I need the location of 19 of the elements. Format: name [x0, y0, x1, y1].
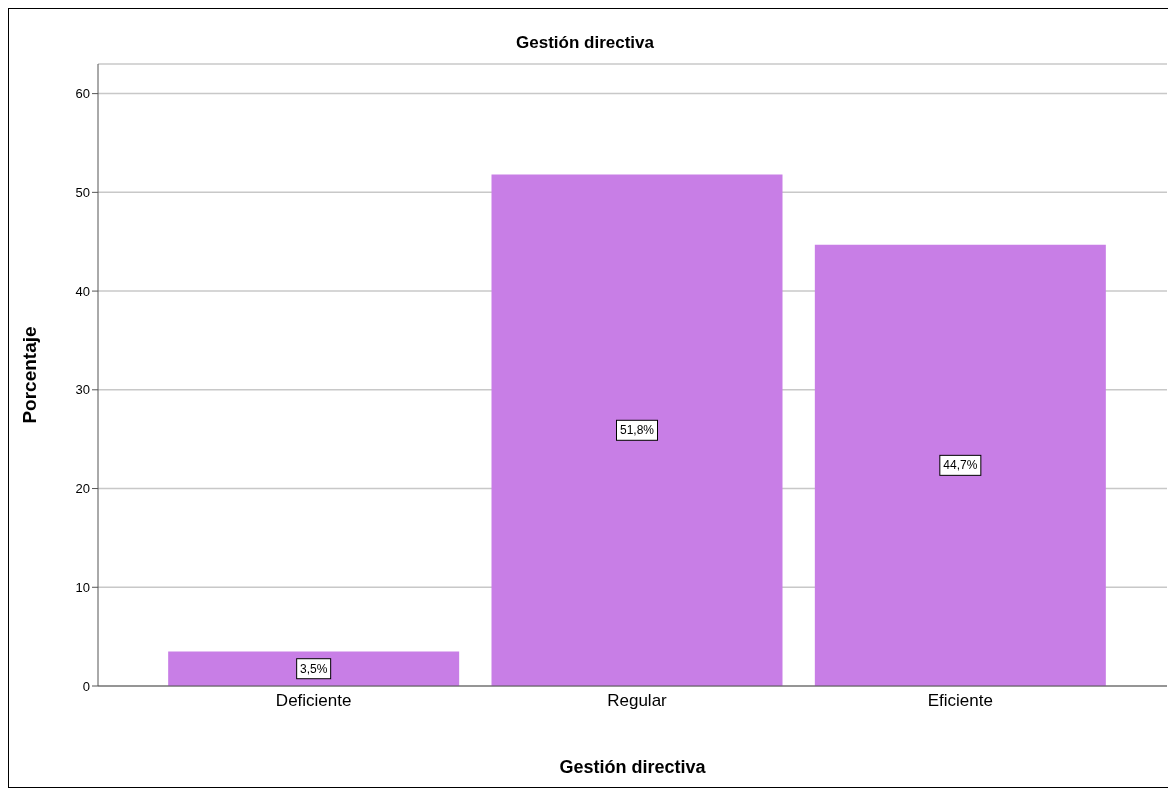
bar — [168, 651, 460, 686]
data-label: 51,8% — [619, 423, 655, 438]
y-tick-label: 30 — [75, 382, 90, 398]
chart-title: Gestión directiva — [515, 33, 655, 53]
y-tick-label: 10 — [75, 579, 90, 595]
x-axis-title: Gestión directiva — [559, 757, 707, 777]
x-tick-label: Eficiente — [927, 691, 993, 711]
y-tick-label: 20 — [75, 481, 90, 497]
x-tick-label: Regular — [607, 691, 668, 711]
y-tick-label: 0 — [82, 678, 90, 694]
y-tick-label: 50 — [75, 184, 90, 200]
y-axis-title: Porcentaje — [18, 326, 40, 424]
bar — [814, 244, 1106, 686]
bar — [491, 174, 783, 686]
x-tick-label: Deficiente — [275, 691, 352, 711]
y-tick-label: 40 — [75, 283, 90, 299]
y-tick-label: 60 — [75, 86, 90, 102]
data-label: 3,5% — [299, 661, 328, 676]
data-label: 44,7% — [943, 458, 978, 473]
